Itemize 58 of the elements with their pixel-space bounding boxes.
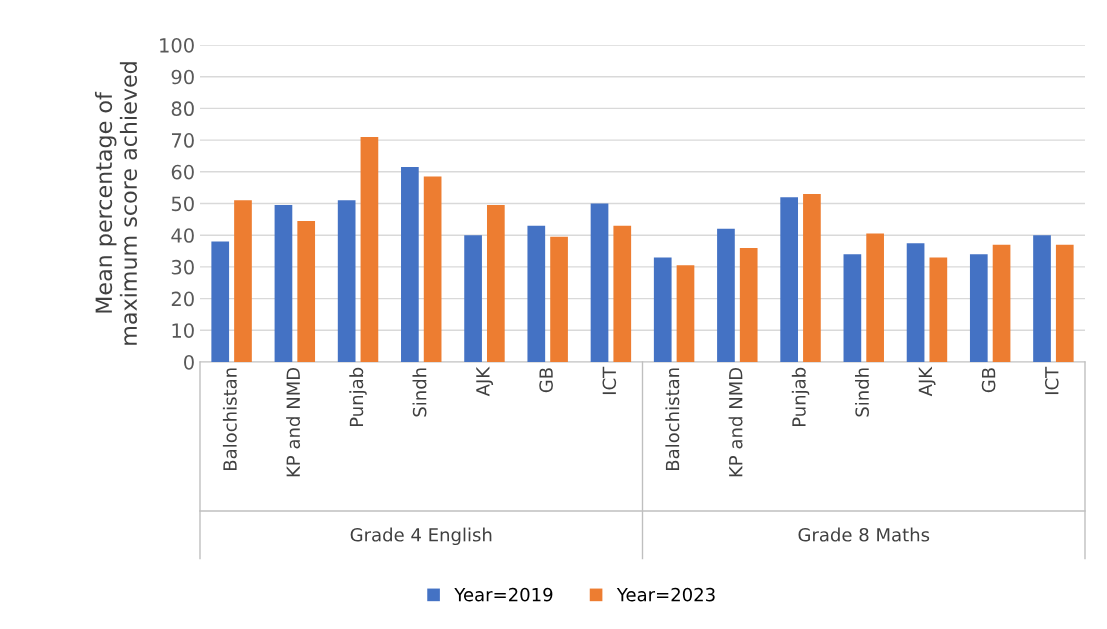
y-tick-label: 50 [171,196,194,212]
bar [401,167,419,362]
bar [613,225,632,362]
y-tick-label: 0 [184,354,194,370]
x-tick-label: Punjab [791,367,810,427]
bar [527,225,546,362]
text: Grade 8 Maths [798,527,930,542]
text: Grade 4 English [350,527,492,546]
bar [1055,244,1074,362]
bar [1033,235,1051,362]
x-tick-label: Sindh [855,368,869,417]
bar [297,220,316,362]
bar [486,205,505,362]
bar [843,254,862,362]
bar [969,254,988,362]
bar [337,200,356,362]
bar [803,193,821,362]
y-tick-label: 20 [171,291,194,307]
y-tick-label: 100 [160,37,194,53]
x-tick-label: GB [981,368,996,393]
y-tick-label: 90 [171,69,194,85]
bar [274,205,293,362]
bar [550,236,568,362]
bar [211,241,230,362]
y-tick-label: 80 [171,101,194,117]
bar [717,228,735,362]
x-tick-label: AJK [918,366,936,397]
y-tick-label: 70 [171,133,194,148]
x-tick-label: KP and NMD [728,367,743,477]
x-tick-label: AJK [476,366,494,397]
x-tick-label: Punjab [349,367,367,427]
y-tick-label: 40 [171,228,194,243]
x-tick-label: Balochistan [222,368,237,470]
y-axis-title: Mean percentage of maximum score achieved [94,62,138,345]
bar [929,257,948,362]
legend-label: Year=2019 [454,587,553,602]
bar [739,247,758,362]
x-tick-label: ICT [602,366,617,395]
y-tick-label: 60 [171,164,194,180]
bar [992,244,1011,362]
bar [423,176,442,362]
bar [590,203,609,362]
x-tick-label: Sindh [412,368,427,417]
y-tick-label: 30 [171,259,194,275]
bar [464,235,482,362]
bar [780,197,799,362]
x-tick-label: KP and NMD [286,367,301,477]
y-tick-label: 10 [172,323,194,338]
bar [360,136,379,362]
x-tick-label: Balochistan [665,368,680,470]
bar [234,200,252,362]
legend-label: Year=2023 [616,587,715,602]
bar [676,265,695,362]
x-tick-label: GB [539,368,553,393]
bar [653,257,672,362]
bar [866,233,884,362]
bar [906,243,925,362]
x-tick-label: ICT [1044,366,1059,395]
